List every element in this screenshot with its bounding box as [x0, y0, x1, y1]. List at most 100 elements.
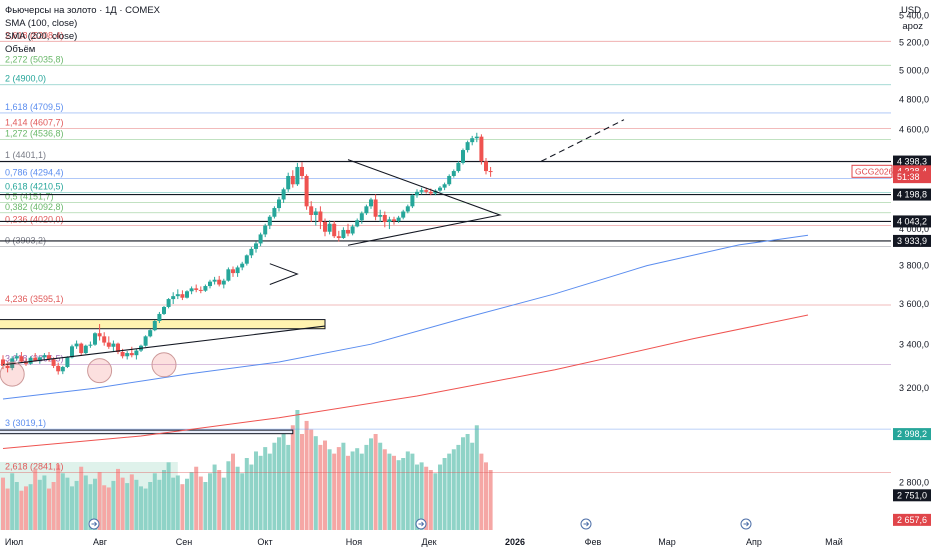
candle	[217, 275, 222, 287]
candle	[415, 189, 419, 198]
candle-body	[79, 343, 84, 354]
candle-body	[456, 162, 461, 172]
candle-body	[106, 342, 111, 347]
candle	[447, 174, 452, 186]
candle-body	[198, 289, 203, 291]
candle-body	[442, 184, 447, 188]
y-axis-tick-label: 3 200,0	[899, 383, 929, 393]
symbol-label: GCG2026	[851, 164, 894, 178]
volume-bar	[5, 488, 10, 530]
candle	[166, 298, 171, 309]
price-axis-label-bg	[893, 188, 931, 201]
candle	[194, 284, 199, 293]
volume-bar	[484, 462, 488, 530]
volume-bar	[387, 453, 392, 530]
candle	[327, 220, 332, 235]
candle	[83, 344, 88, 355]
candle	[157, 311, 162, 324]
volume-bar	[451, 449, 456, 530]
candle-body	[447, 175, 452, 185]
candle	[231, 266, 235, 277]
candle	[93, 332, 97, 346]
fib-level-label: 0,382 (4092,8)	[5, 202, 64, 212]
y-axis-tick-label: 3 800,0	[899, 261, 929, 271]
candle-body	[28, 357, 33, 364]
candle	[116, 342, 120, 355]
legend-sma100: SMA (100, close)	[5, 18, 78, 29]
price-axis-label: 4 198,8	[893, 188, 931, 201]
volume-bar	[401, 458, 406, 530]
volume-bar	[120, 477, 125, 530]
candle	[318, 206, 323, 230]
volume-bar	[37, 479, 42, 530]
candle-body	[286, 175, 291, 190]
volume-bar	[106, 487, 111, 530]
candle-body	[162, 306, 166, 314]
scale-mode-label[interactable]: apoz	[902, 21, 923, 32]
pattern-circle	[0, 361, 25, 387]
candle	[364, 204, 369, 215]
candle-body	[309, 206, 314, 215]
candle	[272, 206, 277, 219]
candle-body	[369, 199, 373, 207]
candle-body	[263, 225, 268, 235]
volume-bar	[336, 447, 341, 530]
candle-body	[346, 229, 350, 234]
y-axis-tick-label: 3 600,0	[899, 299, 929, 309]
volume-bar	[10, 473, 15, 530]
candle-body	[304, 175, 309, 207]
candle-body	[60, 366, 65, 372]
candle-body	[401, 211, 406, 218]
candle-body	[116, 343, 120, 353]
volume-bar	[286, 444, 291, 530]
y-axis-tick-label: 5 200,0	[899, 37, 929, 47]
candle-body	[1, 359, 5, 366]
candle	[263, 223, 268, 238]
candle-body	[424, 190, 429, 192]
volume-bar	[240, 473, 245, 530]
volume-bar	[198, 476, 203, 530]
candle	[378, 209, 383, 222]
fib-level-label: 1,618 (4709,5)	[5, 102, 64, 112]
candle-body	[88, 344, 93, 346]
candle-body	[180, 294, 185, 298]
volume-bar	[226, 461, 231, 530]
candle-body	[373, 199, 378, 217]
candle-body	[254, 243, 258, 249]
candle	[79, 342, 84, 356]
candle	[47, 352, 51, 362]
volume-bar	[74, 480, 79, 530]
fib-level-label: 2,618 (2841,1)	[5, 461, 64, 471]
volume-bar	[148, 482, 153, 530]
volume-bar	[479, 453, 484, 530]
candle-body	[415, 191, 419, 196]
candle-body	[175, 294, 180, 297]
candle-body	[405, 206, 410, 212]
candle-body	[24, 361, 28, 364]
price-axis-label-text: 4 043,2	[897, 216, 927, 226]
candle	[180, 290, 185, 301]
candle	[382, 211, 387, 228]
price-axis-label: 2 751,0	[893, 489, 931, 502]
symbol-label-text: GCG2026	[855, 166, 894, 176]
candle	[456, 161, 461, 173]
candle-body	[244, 255, 249, 264]
candle-body	[272, 208, 277, 217]
candle-body	[125, 353, 130, 357]
candle	[129, 346, 134, 358]
symbol-label-bg	[851, 164, 893, 178]
volume-bar	[254, 451, 258, 530]
volume-bar	[396, 460, 401, 530]
candle-body	[396, 217, 401, 222]
candle	[355, 218, 360, 228]
volume-bar	[295, 410, 300, 530]
event-marker-icon	[415, 518, 427, 530]
candle-body	[336, 236, 341, 239]
fib-level-label: 2,618 (5208,4)	[5, 30, 64, 40]
candle-body	[74, 343, 79, 347]
candle-body	[290, 175, 295, 185]
candle-body	[300, 166, 304, 176]
volume-bar	[166, 462, 171, 530]
volume-bar	[221, 477, 226, 530]
